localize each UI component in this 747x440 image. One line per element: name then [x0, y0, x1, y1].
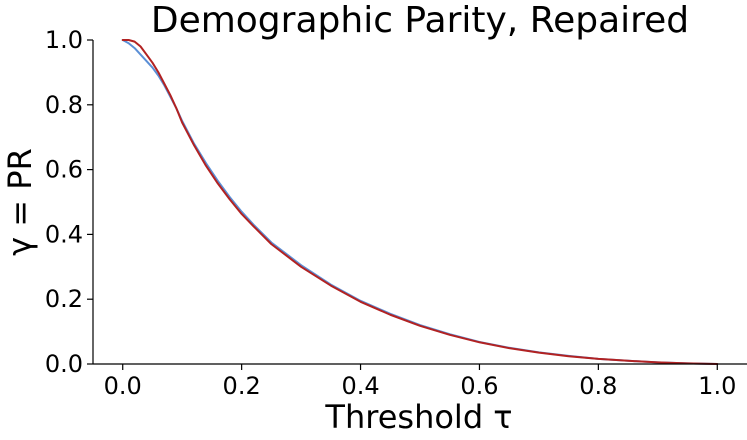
- x-ticks: 0.0 0.2 0.4 0.6 0.8 1.0: [104, 364, 736, 400]
- y-tick-label: 0.6: [45, 156, 83, 184]
- y-tick-label: 1.0: [45, 26, 83, 54]
- y-ticks: 0.0 0.2 0.4 0.6 0.8 1.0: [45, 26, 93, 378]
- y-tick-label: 0.8: [45, 91, 83, 119]
- chart-title: Demographic Parity, Repaired: [151, 0, 689, 41]
- x-tick-label: 0.0: [104, 372, 142, 400]
- x-tick-label: 0.4: [341, 372, 379, 400]
- y-tick-label: 0.4: [45, 220, 83, 248]
- x-tick-label: 0.8: [579, 372, 617, 400]
- series-line-1: [121, 39, 719, 365]
- y-tick-label: 0.0: [45, 350, 83, 378]
- series-layer: [121, 39, 719, 365]
- x-axis-label: Threshold τ: [324, 398, 512, 436]
- y-tick-label: 0.2: [45, 285, 83, 313]
- y-axis-label: γ = PR: [1, 148, 39, 256]
- x-tick-label: 0.2: [223, 372, 261, 400]
- x-tick-label: 1.0: [698, 372, 736, 400]
- x-tick-label: 0.6: [460, 372, 498, 400]
- series-line-2: [121, 39, 719, 365]
